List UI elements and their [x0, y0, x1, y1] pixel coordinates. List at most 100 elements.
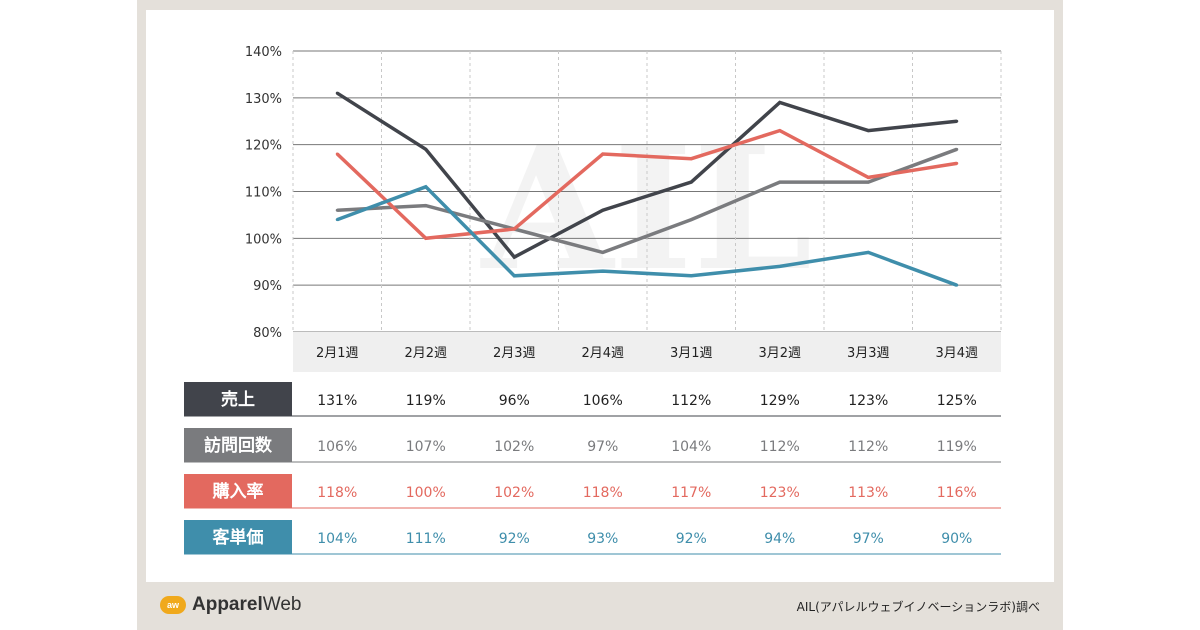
- category-label: 2月4週: [581, 346, 624, 361]
- series-line-4: [336, 184, 958, 287]
- series-line-1: [336, 91, 957, 260]
- table-cell: 92%: [499, 531, 530, 547]
- table-cell: 92%: [676, 531, 707, 547]
- data-point: [601, 152, 605, 156]
- series-line-3: [336, 128, 958, 241]
- apparelweb-logo: aw ApparelWeb: [160, 594, 301, 616]
- table-cell: 93%: [587, 531, 618, 547]
- logo-mark-icon: aw: [160, 596, 186, 614]
- data-point: [866, 180, 870, 184]
- series-label: 訪問回数: [204, 435, 273, 456]
- table-cell: 96%: [499, 393, 530, 409]
- table-cell: 97%: [853, 531, 884, 547]
- table-cell: 129%: [760, 393, 800, 409]
- data-point: [689, 274, 693, 278]
- table-cell: 106%: [583, 393, 623, 409]
- table-cell: 104%: [671, 439, 711, 455]
- table-cell: 118%: [317, 485, 357, 501]
- table-cell: 112%: [760, 439, 800, 455]
- data-point: [689, 157, 693, 161]
- data-point: [778, 129, 782, 133]
- category-label: 2月1週: [316, 346, 359, 361]
- table-cell: 125%: [937, 393, 977, 409]
- data-point: [601, 250, 605, 254]
- data-point: [778, 264, 782, 268]
- category-label: 3月1週: [670, 346, 713, 361]
- data-point: [512, 255, 516, 259]
- category-label: 2月2週: [404, 346, 447, 361]
- y-tick-label: 110%: [245, 186, 282, 201]
- table-cell: 97%: [587, 439, 618, 455]
- data-point: [778, 101, 782, 105]
- data-point: [866, 175, 870, 179]
- data-point: [424, 185, 428, 189]
- data-point: [955, 161, 959, 165]
- table-cell: 117%: [671, 485, 711, 501]
- table-cell: 102%: [494, 485, 534, 501]
- table-cell: 116%: [937, 485, 977, 501]
- data-point: [512, 227, 516, 231]
- series-line-2: [337, 147, 958, 255]
- y-tick-label: 120%: [245, 139, 282, 154]
- y-tick-label: 100%: [245, 232, 282, 247]
- table-cell: 131%: [317, 393, 357, 409]
- category-header-row: [293, 332, 1001, 372]
- series-label: 売上: [221, 389, 255, 410]
- chart-panel: [146, 10, 1054, 582]
- data-point: [424, 147, 428, 151]
- category-label: 3月4週: [935, 346, 978, 361]
- table-cell: 112%: [671, 393, 711, 409]
- series-label-box: [184, 520, 292, 554]
- table-cell: 107%: [406, 439, 446, 455]
- table-cell: 123%: [760, 485, 800, 501]
- data-point: [955, 147, 959, 151]
- y-tick-label: 90%: [253, 279, 282, 294]
- series-label-box: [184, 382, 292, 416]
- y-tick-label: 80%: [253, 326, 282, 341]
- table-cell: 102%: [494, 439, 534, 455]
- y-tick-label: 130%: [245, 92, 282, 107]
- series-label-box: [184, 428, 292, 462]
- watermark-text: AIL: [480, 109, 813, 309]
- table-cell: 90%: [941, 531, 972, 547]
- table-cell: 112%: [848, 439, 888, 455]
- y-tick-label: 140%: [245, 45, 282, 60]
- table-cell: 123%: [848, 393, 888, 409]
- data-point: [601, 269, 605, 273]
- data-point: [335, 218, 339, 222]
- data-point: [689, 180, 693, 184]
- category-label: 3月3週: [847, 346, 890, 361]
- data-point: [689, 218, 693, 222]
- table-cell: 104%: [317, 531, 357, 547]
- data-point: [335, 152, 339, 156]
- table-cell: 113%: [848, 485, 888, 501]
- series-label: 購入率: [213, 481, 264, 502]
- table-cell: 111%: [406, 531, 446, 547]
- table-cell: 119%: [937, 439, 977, 455]
- data-point: [424, 204, 428, 208]
- table-cell: 119%: [406, 393, 446, 409]
- logo-text: ApparelWeb: [192, 594, 301, 616]
- source-note: AIL(アパレルウェブイノベーションラボ)調べ: [796, 600, 1040, 614]
- data-point: [424, 236, 428, 240]
- data-point: [866, 250, 870, 254]
- series-label: 客単価: [212, 527, 264, 548]
- data-point: [778, 180, 782, 184]
- data-point: [512, 274, 516, 278]
- logo-regular: Web: [262, 594, 302, 615]
- table-cell: 94%: [764, 531, 795, 547]
- data-point: [866, 129, 870, 133]
- logo-bold: Apparel: [192, 594, 263, 615]
- data-point: [601, 208, 605, 212]
- table-cell: 106%: [317, 439, 357, 455]
- data-point: [335, 208, 339, 212]
- series-label-box: [184, 474, 292, 508]
- category-label: 2月3週: [493, 346, 536, 361]
- category-label: 3月2週: [758, 346, 801, 361]
- data-point: [955, 119, 959, 123]
- table-cell: 118%: [583, 485, 623, 501]
- data-point: [955, 283, 959, 287]
- table-cell: 100%: [406, 485, 446, 501]
- data-point: [335, 91, 339, 95]
